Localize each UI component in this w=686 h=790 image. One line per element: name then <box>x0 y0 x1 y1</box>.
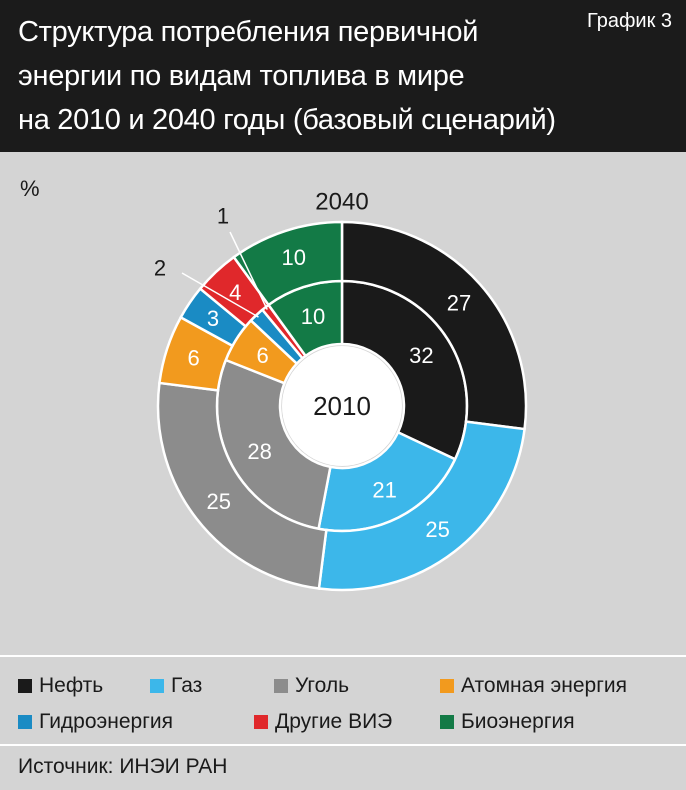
chart-number: График 3 <box>586 10 672 32</box>
legend-swatch-coal <box>274 679 288 693</box>
outer-label-nuclear: 6 <box>188 345 200 370</box>
callout-label-hydro: 2 <box>154 256 166 281</box>
chart-title: Структура потребления первичной энергии … <box>18 10 578 142</box>
legend-item-oil: Нефть <box>18 674 150 698</box>
legend-row-1: Нефть Газ Уголь Атомная энергия <box>18 668 678 704</box>
callout-line-hydro <box>181 272 259 318</box>
callout-label-other-renewables: 1 <box>217 204 229 229</box>
inner-label-nuclear: 6 <box>257 343 269 368</box>
legend-swatch-gas <box>150 679 164 693</box>
outer-label-gas: 25 <box>425 517 449 542</box>
donut-center <box>282 346 402 466</box>
legend-label-hydro: Гидроэнергия <box>39 710 173 733</box>
title-line-2: энергии по видам топлива в мире <box>18 60 465 92</box>
outer-label-bioenergy: 10 <box>282 245 306 270</box>
inner-label-bioenergy: 10 <box>301 304 325 329</box>
legend-label-coal: Уголь <box>295 674 350 697</box>
outer-ring-label-2040: 2040 <box>315 189 368 216</box>
outer-slice-oil <box>340 220 528 431</box>
outer-label-hydro: 3 <box>207 306 219 331</box>
title-line-1: Структура потребления первичной <box>18 16 479 48</box>
legend-item-hydro: Гидроэнергия <box>18 710 254 734</box>
legend: Нефть Газ Уголь Атомная энергия Гидроэне… <box>18 668 678 740</box>
legend-row-2: Гидроэнергия Другие ВИЭ Биоэнергия <box>18 704 678 740</box>
legend-label-oil: Нефть <box>39 674 104 697</box>
legend-label-bioenergy: Биоэнергия <box>461 710 575 733</box>
outer-label-other-renewables: 4 <box>229 280 241 305</box>
inner-label-gas: 21 <box>372 477 396 502</box>
callout-line-other-renewables <box>229 231 268 310</box>
outer-slice-bioenergy <box>232 220 344 307</box>
legend-item-coal: Уголь <box>274 674 440 698</box>
legend-item-gas: Газ <box>150 674 274 698</box>
outer-label-oil: 27 <box>447 290 471 315</box>
legend-item-nuclear: Атомная энергия <box>440 674 627 698</box>
inner-label-coal: 28 <box>247 439 271 464</box>
legend-swatch-bioenergy <box>440 715 454 729</box>
legend-label-gas: Газ <box>171 674 203 697</box>
legend-swatch-hydro <box>18 715 32 729</box>
legend-item-bioenergy: Биоэнергия <box>440 710 575 734</box>
title-line-3: на 2010 и 2040 годы (базовый сценарий) <box>18 104 556 136</box>
legend-label-other-renewables: Другие ВИЭ <box>275 710 393 733</box>
inner-label-oil: 32 <box>409 343 433 368</box>
source-divider <box>0 744 686 746</box>
legend-top-divider <box>0 655 686 657</box>
legend-swatch-oil <box>18 679 32 693</box>
legend-item-other-renewables: Другие ВИЭ <box>254 710 440 734</box>
unit-label: % <box>20 176 40 201</box>
legend-label-nuclear: Атомная энергия <box>461 674 627 697</box>
source-note: Источник: ИНЭИ РАН <box>18 755 228 778</box>
chart-header: Структура потребления первичной энергии … <box>0 0 686 152</box>
legend-swatch-other-renewables <box>254 715 268 729</box>
outer-label-coal: 25 <box>206 489 230 514</box>
center-label-2010: 2010 <box>313 391 371 421</box>
legend-swatch-nuclear <box>440 679 454 693</box>
